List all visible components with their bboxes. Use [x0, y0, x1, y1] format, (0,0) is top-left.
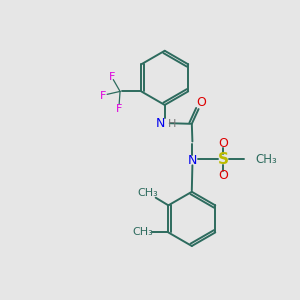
Text: N: N	[188, 154, 197, 166]
Text: O: O	[218, 137, 228, 150]
Text: F: F	[109, 72, 115, 82]
Text: F: F	[100, 91, 106, 101]
Text: S: S	[218, 152, 229, 167]
Text: O: O	[196, 96, 206, 109]
Text: H: H	[168, 119, 176, 129]
Text: F: F	[116, 104, 122, 114]
Text: CH₃: CH₃	[133, 227, 153, 237]
Text: CH₃: CH₃	[138, 188, 158, 198]
Text: N: N	[155, 117, 165, 130]
Text: O: O	[218, 169, 228, 182]
Text: CH₃: CH₃	[256, 153, 278, 166]
